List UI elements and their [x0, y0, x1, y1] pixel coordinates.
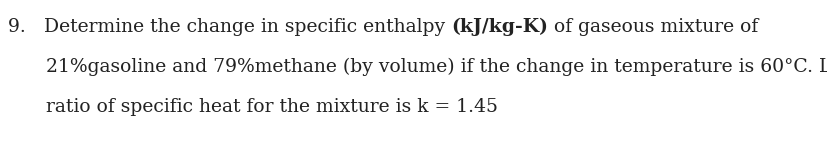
Text: Determine the change in specific enthalpy: Determine the change in specific enthalp…	[45, 18, 452, 36]
Text: 21%gasoline and 79%methane (by volume) if the change in temperature is 60°C. Let: 21%gasoline and 79%methane (by volume) i…	[46, 58, 827, 76]
Text: ratio of specific heat for the mixture is k = 1.45: ratio of specific heat for the mixture i…	[46, 98, 498, 116]
Text: 9.: 9.	[8, 18, 45, 36]
Text: of gaseous mixture of: of gaseous mixture of	[548, 18, 758, 36]
Text: (kJ/kg-K): (kJ/kg-K)	[452, 18, 548, 36]
